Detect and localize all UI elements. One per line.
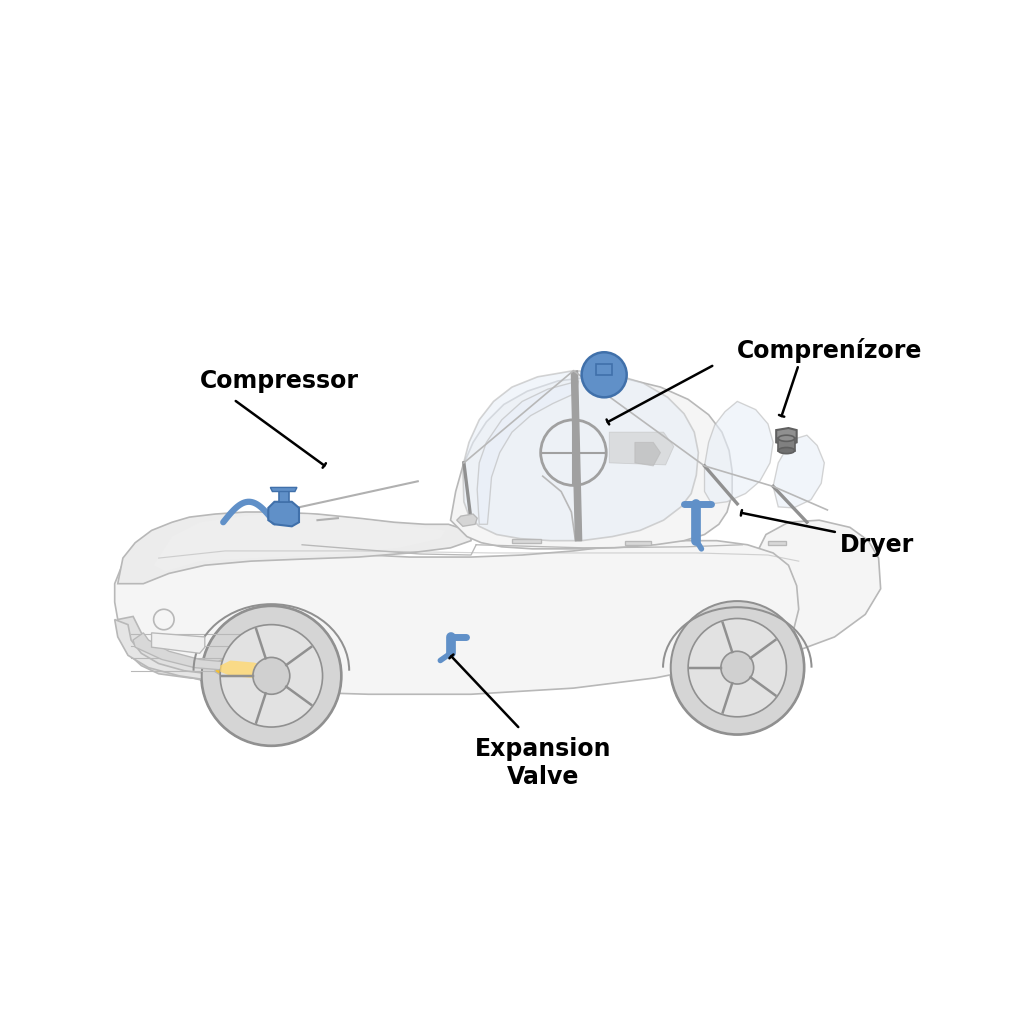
- Polygon shape: [215, 657, 268, 682]
- Polygon shape: [152, 633, 205, 653]
- Text: Expansion
Valve: Expansion Valve: [474, 737, 611, 788]
- Polygon shape: [776, 428, 797, 445]
- Polygon shape: [477, 381, 579, 524]
- Polygon shape: [609, 432, 674, 465]
- Polygon shape: [705, 401, 773, 504]
- Polygon shape: [451, 377, 732, 549]
- Polygon shape: [758, 520, 881, 650]
- Text: Compressor: Compressor: [200, 369, 358, 393]
- Circle shape: [721, 651, 754, 684]
- Polygon shape: [154, 514, 445, 571]
- Text: Dryer: Dryer: [840, 532, 914, 557]
- Text: Comprenízore: Comprenízore: [737, 338, 923, 362]
- Polygon shape: [773, 435, 824, 508]
- Polygon shape: [118, 616, 266, 684]
- Polygon shape: [512, 539, 541, 543]
- Polygon shape: [778, 438, 795, 451]
- Polygon shape: [115, 520, 799, 694]
- Circle shape: [671, 601, 804, 734]
- Ellipse shape: [778, 447, 795, 454]
- Polygon shape: [115, 620, 268, 686]
- Polygon shape: [279, 489, 289, 502]
- Polygon shape: [768, 541, 786, 545]
- Circle shape: [220, 625, 323, 727]
- Polygon shape: [268, 502, 299, 526]
- Polygon shape: [457, 514, 477, 526]
- Polygon shape: [625, 541, 651, 545]
- Circle shape: [582, 352, 627, 397]
- Circle shape: [253, 657, 290, 694]
- Polygon shape: [635, 442, 660, 466]
- Polygon shape: [133, 633, 266, 674]
- Circle shape: [688, 618, 786, 717]
- Ellipse shape: [778, 435, 795, 441]
- Polygon shape: [118, 512, 471, 584]
- Circle shape: [202, 606, 341, 745]
- Polygon shape: [596, 364, 612, 375]
- Polygon shape: [571, 371, 582, 541]
- Polygon shape: [270, 487, 297, 492]
- Polygon shape: [220, 660, 264, 679]
- Polygon shape: [463, 371, 698, 541]
